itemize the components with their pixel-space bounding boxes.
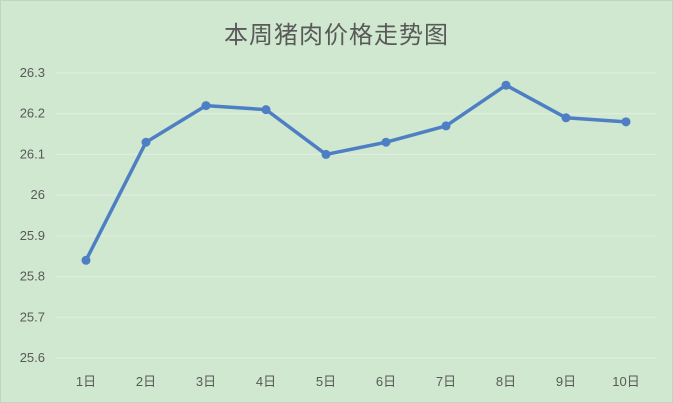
x-tick-label: 2日 — [136, 374, 156, 389]
data-point — [381, 137, 391, 147]
x-tick-label: 10日 — [612, 374, 639, 389]
data-point — [201, 101, 211, 111]
x-tick-label: 8日 — [496, 374, 516, 389]
y-tick-label: 26 — [31, 187, 45, 202]
y-tick-label: 25.8 — [20, 269, 45, 284]
series-line — [84, 83, 628, 263]
data-point — [441, 121, 451, 131]
y-tick-label: 26.3 — [20, 65, 45, 80]
x-tick-label: 1日 — [76, 374, 96, 389]
chart-title: 本周猪肉价格走势图 — [224, 22, 449, 49]
y-tick-label: 25.9 — [20, 228, 45, 243]
y-tick-label: 25.6 — [20, 350, 45, 365]
x-tick-label: 6日 — [376, 374, 396, 389]
y-tick-label: 26.1 — [20, 146, 45, 161]
data-point — [321, 149, 331, 159]
data-point — [141, 137, 151, 147]
x-tick-label: 3日 — [196, 374, 216, 389]
x-tick-label: 9日 — [556, 374, 576, 389]
data-point — [561, 113, 571, 123]
data-point — [81, 255, 91, 265]
x-tick-label: 7日 — [436, 374, 456, 389]
data-point — [621, 117, 631, 127]
y-tick-label: 26.2 — [20, 106, 45, 121]
y-tick-label: 25.7 — [20, 309, 45, 324]
data-point — [501, 80, 511, 90]
data-point — [261, 105, 271, 115]
x-tick-label: 5日 — [316, 374, 336, 389]
x-tick-label: 4日 — [256, 374, 276, 389]
